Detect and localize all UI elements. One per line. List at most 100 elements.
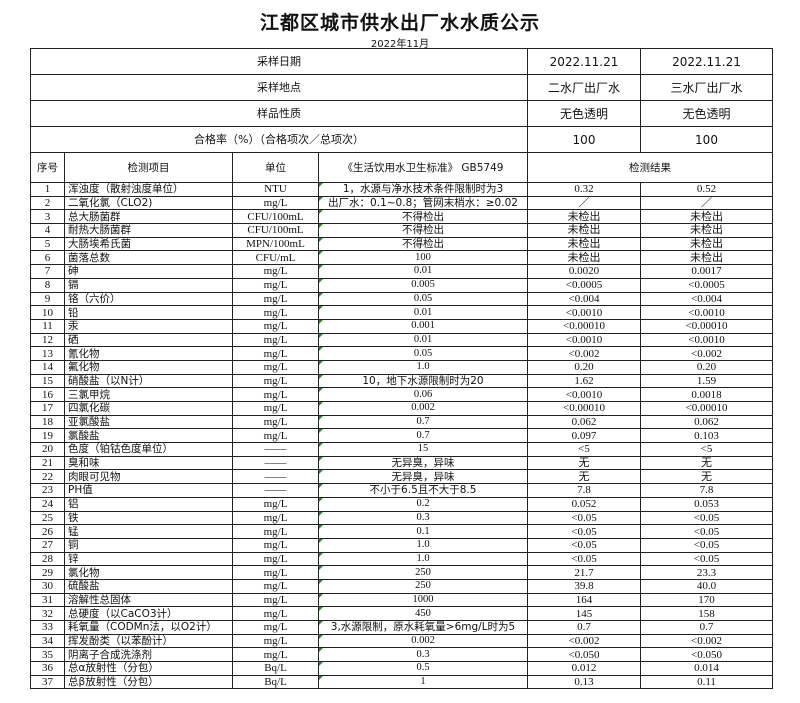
unit: mg/L bbox=[232, 401, 319, 416]
unit: mg/L bbox=[232, 647, 319, 663]
sample-date-row: 采样日期 2022.11.21 2022.11.21 bbox=[30, 48, 773, 75]
row-number: 33 bbox=[30, 620, 65, 635]
unit: —— bbox=[232, 469, 319, 485]
row-number: 21 bbox=[30, 455, 65, 471]
result-plant-2: 0.062 bbox=[527, 414, 641, 430]
unit: CFU/mL bbox=[232, 250, 319, 266]
table-row: 30 硫酸盐 mg/L 250 39.8 40.0 bbox=[30, 578, 773, 594]
result-plant-2: 0.32 bbox=[527, 182, 641, 197]
test-item: 硝酸盐（以N计） bbox=[64, 373, 233, 389]
result-plant-3: 0.103 bbox=[640, 428, 773, 444]
row-number: 10 bbox=[30, 305, 65, 320]
header-standard: 《生活饮用水卫生标准》 GB5749 bbox=[318, 152, 528, 183]
test-item: 总β放射性（分包） bbox=[64, 674, 233, 690]
standard-limit: 0.06 bbox=[318, 387, 528, 402]
result-plant-3: 170 bbox=[640, 592, 773, 608]
row-number: 37 bbox=[30, 674, 65, 690]
result-plant-2: <0.00010 bbox=[527, 401, 641, 416]
test-item: 铁 bbox=[64, 510, 233, 526]
row-number: 13 bbox=[30, 346, 65, 361]
unit: CFU/100mL bbox=[232, 223, 319, 238]
standard-limit: 出厂水：0.1~0.8；管网末梢水：≥0.02 bbox=[318, 195, 528, 211]
result-plant-3: 0.20 bbox=[640, 359, 773, 375]
test-item: 总α放射性（分包） bbox=[64, 661, 233, 676]
result-plant-2: 未检出 bbox=[527, 223, 641, 238]
result-plant-2: 145 bbox=[527, 606, 641, 621]
report-month: 2022年11月 bbox=[370, 39, 430, 50]
standard-limit: 1.0 bbox=[318, 551, 528, 567]
table-row: 8 镉 mg/L 0.005 <0.0005 <0.0005 bbox=[30, 277, 773, 293]
pass-rate-row: 合格率（%）（合格项次／总项次） 100 100 bbox=[30, 126, 773, 153]
standard-limit: 450 bbox=[318, 606, 528, 621]
test-item: 二氧化氯（CLO2) bbox=[64, 195, 233, 211]
result-plant-3: <5 bbox=[640, 442, 773, 457]
result-plant-3: <0.00010 bbox=[640, 401, 773, 416]
unit: mg/L bbox=[232, 373, 319, 389]
sample-nature-value-2: 无色透明 bbox=[640, 100, 773, 127]
test-item: 阴离子合成洗涤剂 bbox=[64, 647, 233, 663]
sample-site-label: 采样地点 bbox=[30, 74, 528, 101]
row-number: 28 bbox=[30, 551, 65, 567]
unit: mg/L bbox=[232, 387, 319, 402]
header-results: 检测结果 bbox=[527, 152, 773, 183]
standard-limit: 0.05 bbox=[318, 346, 528, 361]
result-plant-3: 0.0018 bbox=[640, 387, 773, 402]
test-item: 氯化物 bbox=[64, 565, 233, 580]
test-item: 挥发酚类（以苯酚计） bbox=[64, 633, 233, 649]
standard-limit: 10，地下水源限制时为20 bbox=[318, 373, 528, 389]
table-row: 15 硝酸盐（以N计） mg/L 10，地下水源限制时为20 1.62 1.59 bbox=[30, 373, 773, 389]
unit: mg/L bbox=[232, 359, 319, 375]
standard-limit: 0.002 bbox=[318, 633, 528, 649]
unit: mg/L bbox=[232, 551, 319, 567]
sample-date-value-1: 2022.11.21 bbox=[527, 48, 641, 75]
standard-limit: 1000 bbox=[318, 592, 528, 608]
row-number: 36 bbox=[30, 661, 65, 676]
result-plant-3: 未检出 bbox=[640, 209, 773, 225]
test-item: 锰 bbox=[64, 524, 233, 539]
row-number: 17 bbox=[30, 401, 65, 416]
table-row: 34 挥发酚类（以苯酚计） mg/L 0.002 <0.002 <0.002 bbox=[30, 633, 773, 649]
standard-limit: 无异臭，异味 bbox=[318, 455, 528, 471]
result-plant-3: 7.8 bbox=[640, 483, 773, 498]
test-item: 三氯甲烷 bbox=[64, 387, 233, 402]
standard-limit: 0.01 bbox=[318, 332, 528, 348]
test-item: 溶解性总固体 bbox=[64, 592, 233, 608]
standard-limit: 0.1 bbox=[318, 524, 528, 539]
result-plant-3: 无 bbox=[640, 455, 773, 471]
unit: mg/L bbox=[232, 305, 319, 320]
unit: mg/L bbox=[232, 578, 319, 594]
table-row: 4 耐热大肠菌群 CFU/100mL 不得检出 未检出 未检出 bbox=[30, 223, 773, 238]
result-plant-2: 0.012 bbox=[527, 661, 641, 676]
standard-limit: 0.05 bbox=[318, 291, 528, 307]
table-row: 33 耗氧量（CODMn法，以O2计） mg/L 3,水源限制，原水耗氧量>6mg/L… bbox=[30, 620, 773, 635]
result-plant-2: <0.0010 bbox=[527, 387, 641, 402]
test-item: 氰化物 bbox=[64, 346, 233, 361]
result-plant-3: <0.002 bbox=[640, 633, 773, 649]
result-plant-2: <0.05 bbox=[527, 510, 641, 526]
table-row: 1 浑浊度（散射浊度单位） NTU 1，水源与净水技术条件限制时为3 0.32 0.52 bbox=[30, 182, 773, 197]
standard-limit: 0.001 bbox=[318, 318, 528, 334]
result-plant-3: 未检出 bbox=[640, 223, 773, 238]
result-plant-2: 未检出 bbox=[527, 236, 641, 252]
row-number: 15 bbox=[30, 373, 65, 389]
test-item: PH值 bbox=[64, 483, 233, 498]
standard-limit: 不得检出 bbox=[318, 209, 528, 225]
unit: mg/L bbox=[232, 524, 319, 539]
standard-limit: 1 bbox=[318, 674, 528, 690]
result-plant-2: 未检出 bbox=[527, 209, 641, 225]
row-number: 35 bbox=[30, 647, 65, 663]
result-plant-3: <0.0010 bbox=[640, 332, 773, 348]
result-plant-3: <0.05 bbox=[640, 537, 773, 553]
test-item: 硒 bbox=[64, 332, 233, 348]
table-row: 19 氯酸盐 mg/L 0.7 0.097 0.103 bbox=[30, 428, 773, 444]
row-number: 22 bbox=[30, 469, 65, 485]
table-row: 5 大肠埃希氏菌 MPN/100mL 不得检出 未检出 未检出 bbox=[30, 236, 773, 252]
test-item: 耗氧量（CODMn法，以O2计） bbox=[64, 620, 233, 635]
row-number: 23 bbox=[30, 483, 65, 498]
row-number: 14 bbox=[30, 359, 65, 375]
standard-limit: 0.5 bbox=[318, 661, 528, 676]
row-number: 6 bbox=[30, 250, 65, 266]
table-row: 24 铝 mg/L 0.2 0.052 0.053 bbox=[30, 496, 773, 512]
table-row: 23 PH值 —— 不小于6.5且不大于8.5 7.8 7.8 bbox=[30, 483, 773, 498]
standard-limit: 0.01 bbox=[318, 305, 528, 320]
